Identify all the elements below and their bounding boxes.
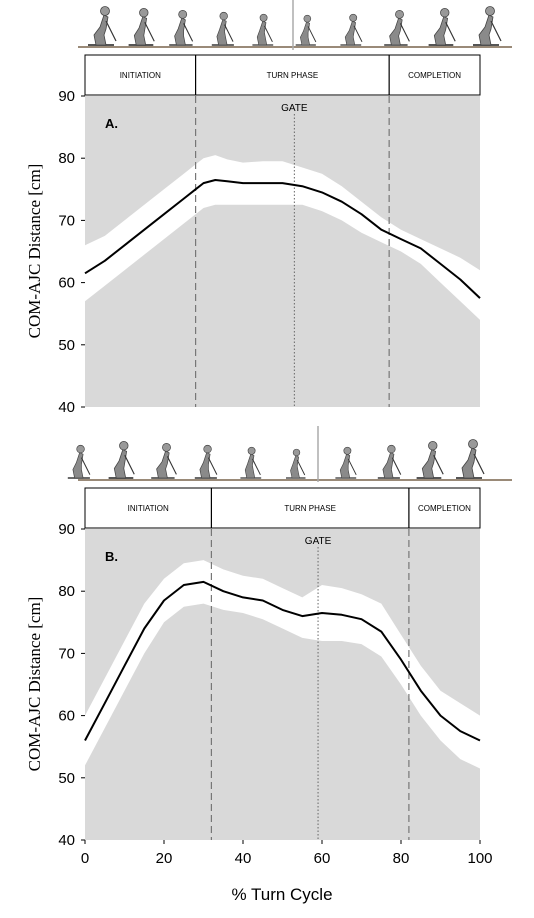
y-tick-label: 80 — [58, 583, 75, 600]
skier-icon — [335, 446, 357, 479]
phase-bar — [84, 487, 481, 529]
y-tick-label: 50 — [58, 337, 75, 354]
skier-icon — [252, 13, 274, 46]
skier-icon — [194, 444, 218, 479]
skier-icon — [128, 8, 155, 46]
skier-icon — [169, 9, 194, 46]
skier-icon — [295, 14, 317, 46]
phase-bar — [84, 54, 481, 96]
skier-icon — [384, 9, 410, 46]
skier-icon — [377, 444, 402, 479]
gate-label: GATE — [305, 536, 332, 547]
skier-icon — [67, 444, 91, 479]
y-tick-label: 40 — [58, 399, 75, 416]
x-tick-label: 40 — [235, 850, 252, 867]
phase-label: TURN PHASE — [267, 71, 319, 80]
x-tick-label: 60 — [314, 850, 331, 867]
chart-panel-b: INITIATION TURN PHASE COMPLETION GATE B. 40 50… — [25, 487, 493, 867]
skier-icon — [108, 441, 135, 479]
skier-icon — [211, 11, 234, 46]
phase-label: TURN PHASE — [284, 504, 336, 513]
y-tick-label: 40 — [58, 832, 75, 849]
y-tick-label: 90 — [58, 521, 75, 538]
gate-label: GATE — [281, 103, 308, 114]
y-tick-label: 60 — [58, 708, 75, 725]
skier-icon — [416, 441, 444, 479]
skier-sequence-illustration-a — [78, 0, 512, 50]
panel-label: B. — [105, 549, 118, 564]
x-tick-label: 20 — [156, 850, 173, 867]
skier-icon — [428, 8, 456, 46]
skier-icon — [286, 448, 306, 479]
skier-icon — [151, 442, 177, 479]
skier-sequence-illustration-b — [67, 426, 512, 482]
std-band — [85, 155, 480, 320]
skier-icon — [473, 6, 502, 46]
std-band — [85, 560, 480, 769]
y-tick-label: 80 — [58, 150, 75, 167]
y-tick-label: 60 — [58, 275, 75, 292]
x-tick-label: 80 — [393, 850, 410, 867]
chart-panel-a: INITIATION TURN PHASE COMPLETION GATE A. 40 50… — [25, 54, 481, 416]
phase-label: COMPLETION — [418, 504, 471, 513]
x-tick-label: 100 — [467, 850, 492, 867]
x-tick-label: 0 — [81, 850, 89, 867]
phase-label: COMPLETION — [408, 71, 461, 80]
y-tick-label: 70 — [58, 212, 75, 229]
panel-label: A. — [105, 116, 118, 131]
skier-icon — [340, 13, 363, 46]
mean-line — [84, 179, 481, 299]
y-axis-title: COM-AJC Distance [cm] — [25, 597, 44, 772]
y-tick-label: 50 — [58, 770, 75, 787]
phase-label: INITIATION — [120, 71, 161, 80]
phase-label: INITIATION — [128, 504, 169, 513]
y-axis-title: COM-AJC Distance [cm] — [25, 164, 44, 339]
skier-icon — [240, 446, 262, 479]
skier-icon — [88, 6, 117, 46]
y-tick-label: 90 — [58, 88, 75, 105]
mean-line — [84, 580, 481, 742]
skier-icon — [456, 439, 485, 479]
x-axis-title: % Turn Cycle — [231, 885, 332, 904]
y-tick-label: 70 — [58, 645, 75, 662]
